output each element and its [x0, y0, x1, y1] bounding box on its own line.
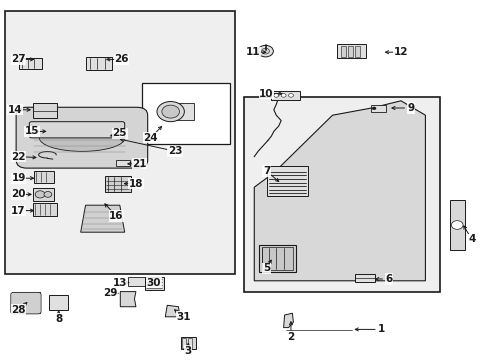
Circle shape	[257, 45, 273, 57]
Text: 13: 13	[112, 278, 127, 288]
Bar	[128, 277, 145, 286]
Bar	[105, 176, 130, 192]
Circle shape	[157, 102, 184, 122]
Text: 3: 3	[184, 346, 191, 356]
Polygon shape	[120, 292, 136, 307]
Text: 1: 1	[377, 324, 384, 334]
Text: 20: 20	[11, 189, 26, 199]
Bar	[259, 245, 295, 272]
Text: 15: 15	[24, 126, 39, 136]
Circle shape	[44, 192, 52, 197]
Polygon shape	[283, 313, 293, 328]
Text: 29: 29	[102, 288, 117, 298]
Circle shape	[261, 48, 269, 54]
Bar	[370, 105, 386, 112]
Bar	[181, 337, 195, 349]
Bar	[142, 83, 229, 144]
Polygon shape	[165, 305, 180, 317]
Bar	[19, 58, 42, 69]
Polygon shape	[449, 200, 464, 250]
Text: 21: 21	[132, 159, 146, 169]
Bar	[116, 160, 130, 166]
Text: 11: 11	[245, 47, 260, 57]
Text: 6: 6	[385, 274, 391, 284]
Circle shape	[281, 94, 285, 97]
Circle shape	[450, 221, 462, 229]
Text: 10: 10	[259, 89, 273, 99]
Bar	[33, 188, 54, 201]
Text: 26: 26	[114, 54, 128, 64]
Text: 2: 2	[287, 332, 294, 342]
Bar	[175, 103, 193, 120]
Text: 9: 9	[407, 103, 413, 113]
Bar	[34, 171, 54, 183]
Bar	[266, 166, 307, 196]
Polygon shape	[81, 205, 124, 232]
Bar	[187, 338, 191, 348]
Bar	[33, 103, 57, 118]
Polygon shape	[12, 292, 40, 313]
Text: 16: 16	[109, 211, 123, 221]
Text: 12: 12	[393, 47, 407, 57]
Circle shape	[35, 191, 45, 198]
FancyBboxPatch shape	[11, 292, 41, 314]
Ellipse shape	[40, 124, 125, 151]
Text: 17: 17	[11, 206, 26, 216]
Text: 23: 23	[167, 146, 182, 156]
Text: 8: 8	[55, 314, 62, 324]
Text: 4: 4	[467, 234, 475, 244]
FancyBboxPatch shape	[29, 122, 124, 138]
Text: 31: 31	[176, 312, 190, 322]
Text: 18: 18	[128, 179, 143, 189]
Bar	[341, 46, 346, 57]
Text: 22: 22	[11, 152, 26, 162]
Bar	[182, 338, 185, 348]
Text: 14: 14	[7, 105, 22, 115]
Text: 5: 5	[263, 263, 269, 273]
Bar	[5, 11, 234, 274]
Text: 27: 27	[11, 54, 26, 64]
Text: 28: 28	[11, 305, 26, 315]
Bar	[337, 44, 365, 58]
Bar	[354, 274, 374, 282]
Text: 25: 25	[112, 128, 127, 138]
Bar	[347, 46, 352, 57]
Circle shape	[288, 94, 293, 97]
Circle shape	[371, 107, 375, 110]
Bar	[144, 277, 164, 290]
Bar	[271, 91, 299, 100]
FancyBboxPatch shape	[16, 107, 147, 168]
Text: 19: 19	[11, 173, 26, 183]
Text: 24: 24	[143, 133, 158, 143]
Polygon shape	[254, 101, 425, 281]
Circle shape	[273, 94, 278, 97]
Bar	[354, 46, 359, 57]
Text: 7: 7	[262, 166, 270, 176]
Text: 30: 30	[146, 278, 161, 288]
Circle shape	[100, 129, 108, 135]
Bar	[49, 295, 68, 310]
Bar	[85, 57, 112, 70]
Bar	[244, 97, 439, 292]
Circle shape	[162, 105, 179, 118]
Bar	[261, 247, 293, 270]
Bar	[33, 203, 57, 216]
